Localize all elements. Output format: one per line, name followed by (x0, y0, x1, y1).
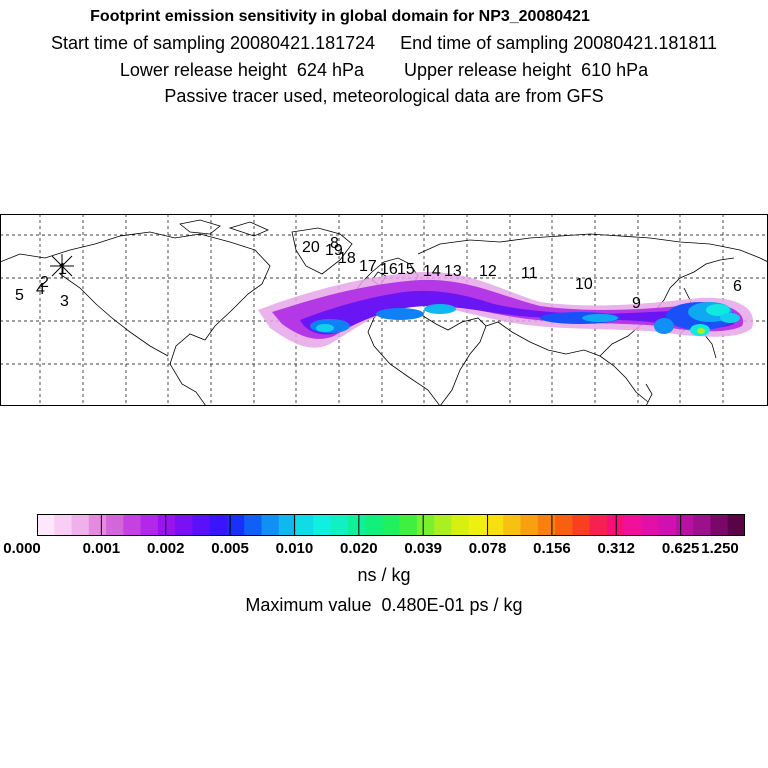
colorbar-cell (416, 514, 435, 536)
sampling-time-line: Start time of sampling 20080421.181724 E… (50, 33, 718, 53)
colorbar-tick-label: 0.000 (3, 540, 41, 557)
trajectory-label: 6 (733, 278, 742, 295)
emission-plume (258, 271, 754, 348)
colorbar-cell (192, 514, 211, 536)
colorbar-tick-label: 0.005 (211, 540, 249, 557)
trajectory-label: 14 (423, 263, 441, 280)
colorbar-cell (106, 514, 124, 536)
colorbar-cell (54, 514, 73, 536)
colorbar-cell (313, 514, 332, 536)
colorbar-tick-label: 0.002 (146, 540, 185, 557)
colorbar-tick-label: 1.250 (701, 540, 739, 557)
trajectory-label: 3 (60, 293, 69, 310)
colorbar-cell (555, 514, 573, 536)
colorbar-tick-label: 0.010 (275, 540, 314, 557)
colorbar-cell (468, 514, 487, 536)
trajectory-label: 1 (58, 261, 67, 278)
colorbar-cell (123, 514, 142, 536)
trajectory-label: 9 (632, 295, 641, 312)
trajectory-label: 5 (15, 287, 24, 304)
colorbar-cell (37, 514, 55, 536)
colorbar-cell (434, 514, 452, 536)
colorbar-cell (140, 514, 159, 536)
colorbar-cell (693, 514, 711, 536)
release-height-line: Lower release height 624 hPa Upper relea… (119, 60, 649, 80)
colorbar-cell (520, 514, 539, 536)
trajectory-label: 20 (302, 239, 320, 256)
colorbar-tick-label: 0.625 (661, 540, 700, 557)
colorbar-cell (88, 514, 107, 536)
colorbar-cell (624, 514, 642, 536)
plot-title: Footprint emission sensitivity in global… (90, 8, 590, 25)
colorbar-tick-label: 0.020 (340, 540, 378, 557)
colorbar-tick-label: 0.001 (82, 540, 121, 557)
colorbar-cell (641, 514, 660, 536)
colorbar-tick-label: 0.078 (468, 540, 507, 557)
colorbar-cell (382, 514, 401, 536)
colorbar-cell (244, 514, 262, 536)
trajectory-label: 8 (330, 235, 339, 252)
trajectory-label: 2 (40, 274, 49, 291)
colorbar-cell (589, 514, 608, 536)
colorbar-cell (503, 514, 522, 536)
colorbar (37, 514, 745, 536)
colorbar-unit: ns / kg (357, 565, 411, 585)
coastlines (0, 219, 768, 406)
colorbar-cell (658, 514, 677, 536)
trajectory-label: 4 (36, 281, 45, 298)
colorbar-cell (675, 514, 694, 536)
colorbar-cell (71, 514, 90, 536)
trajectory-label: 10 (575, 276, 593, 293)
trajectory-label: 16 (380, 261, 398, 278)
colorbar-tick-labels: 0.000 0.001 0.002 0.005 0.010 0.020 0.039 0.078… (0, 540, 768, 560)
colorbar-tick-label: 0.312 (597, 540, 636, 557)
trajectory-label: 19 (325, 242, 343, 259)
trajectory-label: 11 (521, 265, 538, 282)
maximum-value: Maximum value 0.480E-01 ps / kg (245, 595, 523, 615)
trajectory-label: 15 (397, 261, 415, 278)
colorbar-cell (278, 514, 297, 536)
colorbar-cell (606, 514, 625, 536)
colorbar-cell (399, 514, 418, 536)
colorbar-cell (727, 514, 745, 536)
colorbar-cell (175, 514, 193, 536)
colorbar-tick-label: 0.156 (533, 540, 571, 557)
colorbar-cell (209, 514, 228, 536)
colorbar-cell (226, 514, 245, 536)
colorbar-cell (365, 514, 383, 536)
colorbar-cell (572, 514, 591, 536)
colorbar-tick-label: 0.039 (404, 540, 442, 557)
trajectory-marker (50, 254, 74, 278)
colorbar-cell (537, 514, 556, 536)
colorbar-cell (261, 514, 280, 536)
colorbar-cell (451, 514, 470, 536)
trajectory-label: 17 (359, 258, 377, 275)
colorbar-frame (37, 514, 745, 536)
colorbar-cell (330, 514, 349, 536)
colorbar-cell (157, 514, 176, 536)
trajectory-label: 13 (444, 263, 462, 280)
colorbar-cell (485, 514, 504, 536)
tracer-info-line: Passive tracer used, meteorological data… (164, 86, 604, 106)
trajectory-label: 12 (479, 263, 497, 280)
trajectory-label: 18 (338, 250, 356, 267)
colorbar-cell (710, 514, 729, 536)
colorbar-cell (347, 514, 366, 536)
colorbar-cell (296, 514, 314, 536)
